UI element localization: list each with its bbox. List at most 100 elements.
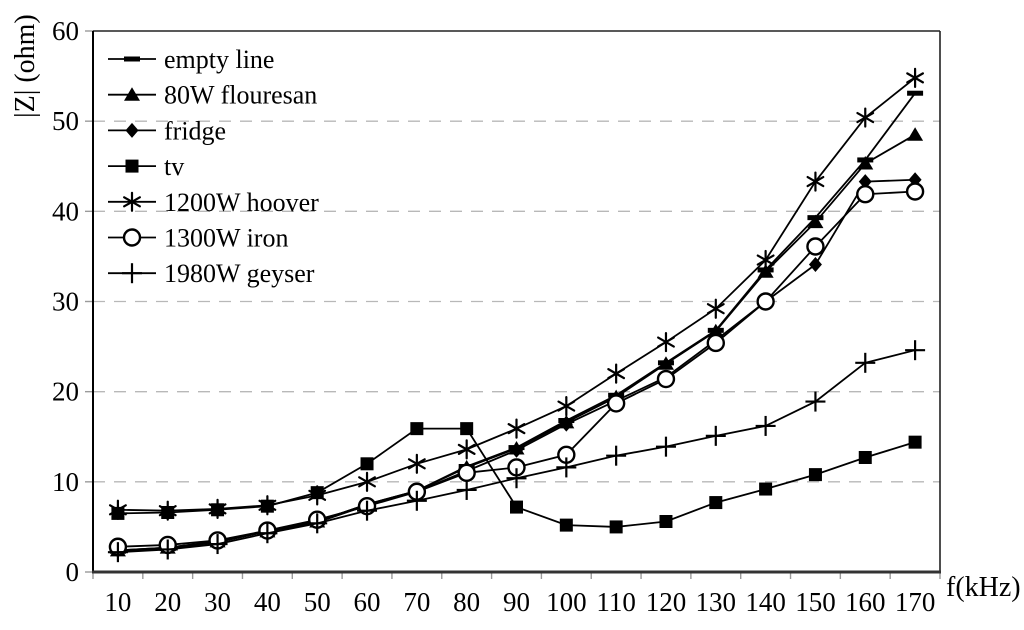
marker-1200w-hoover <box>756 254 775 266</box>
legend-label-empty-line: empty line <box>164 45 274 74</box>
marker-1200w-hoover <box>457 443 476 455</box>
marker-80w-flouresan <box>857 156 874 170</box>
marker-tv <box>410 422 424 436</box>
x-tick-label-120: 120 <box>646 587 687 617</box>
marker-80w-flouresan <box>757 264 774 278</box>
legend-label-1300w-iron: 1300W iron <box>164 224 288 253</box>
series-1200w-hoover <box>108 67 925 521</box>
marker-tv <box>460 422 474 436</box>
legend-item-tv: tv <box>108 152 184 181</box>
marker-1300w-iron <box>457 463 476 483</box>
legend-marker-1300w-iron <box>122 228 142 247</box>
x-tick-label-140: 140 <box>745 587 786 617</box>
legend-label-tv: tv <box>164 152 184 181</box>
marker-1200w-hoover <box>856 111 875 124</box>
legend-item-fridge: fridge <box>108 116 226 145</box>
y-tick-label-60: 60 <box>52 16 79 46</box>
x-tick-label-130: 130 <box>696 587 737 617</box>
marker-1300w-iron <box>756 292 775 311</box>
marker-tv <box>808 468 822 482</box>
marker-fridge <box>808 257 822 273</box>
marker-tv <box>759 482 773 496</box>
legend-label-1980w-geyser: 1980W geyser <box>164 259 315 288</box>
legend-marker-tv <box>125 159 139 173</box>
x-axis-title: f(kHz) <box>946 572 1021 603</box>
y-tick-label-50: 50 <box>52 106 79 136</box>
marker-1200w-hoover <box>557 400 576 412</box>
marker-1200w-hoover <box>308 489 327 501</box>
y-tick-label-0: 0 <box>66 557 80 587</box>
marker-1200w-hoover <box>706 303 725 315</box>
legend-label-80w-flouresan: 80W flouresan <box>164 81 317 110</box>
marker-fridge <box>559 416 573 432</box>
x-tick-label-40: 40 <box>254 587 281 617</box>
marker-1200w-hoover <box>657 336 675 348</box>
legend-marker-1200w-hoover <box>123 196 141 208</box>
marker-1200w-hoover <box>906 72 925 84</box>
x-tick-label-150: 150 <box>795 587 836 617</box>
legend-item-empty-line: empty line <box>108 45 274 74</box>
marker-1200w-hoover <box>208 503 227 515</box>
x-tick-label-160: 160 <box>845 587 886 617</box>
tick-labels: 0 10 20 30 40 50 60 10 20 30 40 50 60 70 80 90 100 110 120… <box>52 16 935 617</box>
marker-tv <box>659 515 673 529</box>
y-axis-title: |Z| (ohm) <box>10 14 41 118</box>
marker-tv <box>510 500 523 514</box>
x-tick-label-50: 50 <box>304 587 331 617</box>
marker-1300w-iron <box>606 394 626 413</box>
x-tick-label-100: 100 <box>546 587 587 617</box>
marker-1200w-hoover <box>507 423 526 435</box>
marker-1200w-hoover <box>607 368 626 380</box>
marker-tv <box>709 496 723 510</box>
series-1980w-geyser <box>107 340 926 563</box>
y-tick-label-10: 10 <box>52 467 79 497</box>
marker-1200w-hoover <box>806 175 825 188</box>
marker-1300w-iron <box>806 237 825 256</box>
legend-label-fridge: fridge <box>164 116 226 145</box>
marker-1200w-hoover <box>258 499 277 511</box>
y-tick-label-40: 40 <box>52 196 79 226</box>
marker-fridge <box>510 442 523 458</box>
legend-item-1200w-hoover: 1200W hoover <box>108 188 319 217</box>
x-tick-label-10: 10 <box>104 587 131 617</box>
marker-1300w-iron <box>905 182 925 201</box>
x-tick-label-110: 110 <box>596 587 636 617</box>
marker-1300w-iron <box>656 369 676 389</box>
legend-marker-80w-flouresan <box>124 87 140 101</box>
x-tick-label-20: 20 <box>154 587 181 617</box>
marker-tv <box>609 520 623 534</box>
marker-tv <box>559 518 573 532</box>
legend-marker-empty-line <box>124 56 140 62</box>
plot-border <box>92 30 941 574</box>
y-tick-label-30: 30 <box>52 287 79 317</box>
legend: empty line 80W flouresan fridge tv 1200W hoo… <box>108 45 319 288</box>
marker-1200w-hoover <box>158 505 177 517</box>
legend-item-1300w-iron: 1300W iron <box>108 224 288 253</box>
marker-80w-flouresan <box>707 323 724 338</box>
legend-item-80w-flouresan: 80W flouresan <box>108 81 317 110</box>
marker-80w-flouresan <box>907 127 924 141</box>
marker-80w-flouresan <box>657 356 674 370</box>
marker-1200w-hoover <box>108 504 127 516</box>
marker-1200w-hoover <box>358 476 376 488</box>
marker-empty-line <box>907 90 924 96</box>
legend-item-1980w-geyser: 1980W geyser <box>108 259 315 288</box>
x-tick-label-30: 30 <box>204 587 231 617</box>
marker-fridge <box>858 174 872 190</box>
x-tick-label-80: 80 <box>453 587 480 617</box>
marker-1300w-iron <box>856 185 875 204</box>
x-tick-label-90: 90 <box>503 587 530 617</box>
y-tick-label-20: 20 <box>52 377 79 407</box>
legend-marker-fridge <box>125 122 139 138</box>
x-tick-label-70: 70 <box>403 587 430 617</box>
marker-tv <box>908 435 922 449</box>
marker-1300w-iron <box>706 333 725 353</box>
x-tick-label-170: 170 <box>895 587 936 617</box>
x-tick-label-60: 60 <box>354 587 381 617</box>
marker-1200w-hoover <box>407 458 426 470</box>
marker-80w-flouresan <box>807 214 824 229</box>
legend-label-1200w-hoover: 1200W hoover <box>164 188 319 217</box>
